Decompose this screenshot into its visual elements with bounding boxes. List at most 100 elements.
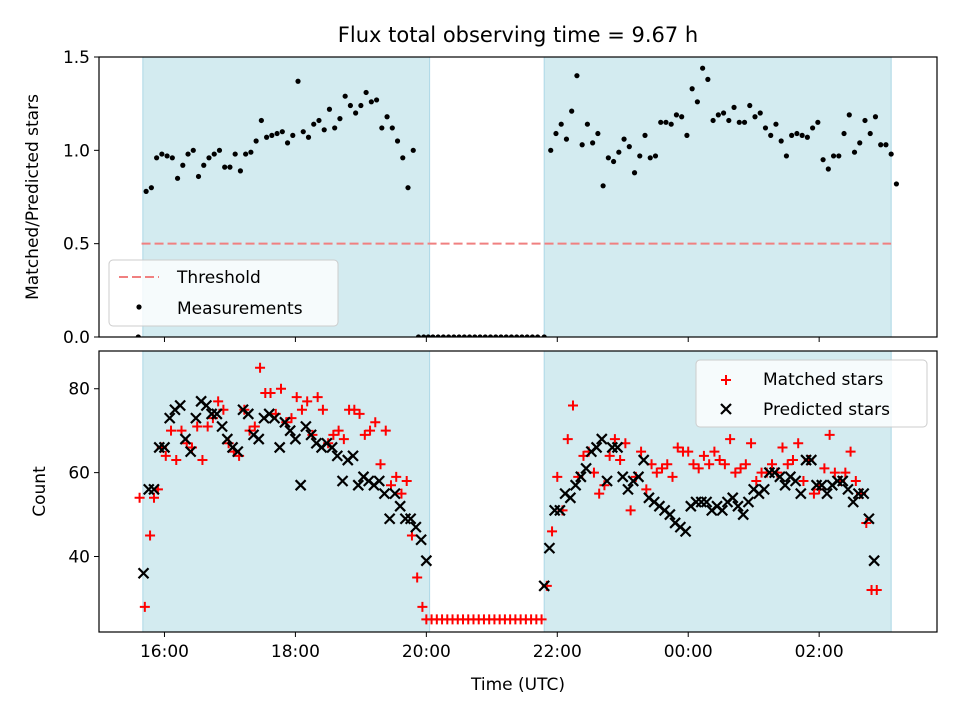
matched-star-point: [139, 601, 150, 612]
measurement-point: [211, 151, 217, 157]
matched-star-point: [302, 396, 313, 407]
measurement-point: [590, 140, 596, 146]
matched-star-point: [615, 455, 626, 466]
measurement-point: [342, 93, 348, 99]
matched-star-point: [380, 425, 391, 436]
matched-star-point: [850, 476, 861, 487]
predicted-star-point: [863, 512, 875, 525]
measurement-point: [148, 185, 154, 191]
panel-inner: [135, 57, 900, 337]
predicted-star-point: [352, 479, 365, 491]
matched-star-point: [547, 526, 558, 537]
measurement-point: [684, 132, 690, 138]
matched-star-point: [359, 429, 370, 440]
measurement-point: [169, 155, 175, 161]
matched-star-point: [740, 459, 751, 470]
legend-label-threshold: Threshold: [176, 268, 261, 288]
matched-star-point: [148, 492, 159, 503]
measurement-point: [477, 334, 483, 337]
matched-star-point: [567, 400, 578, 411]
matched-star-point: [609, 434, 620, 445]
measurement-point: [720, 110, 727, 116]
predicted-star-point: [716, 504, 729, 517]
predicted-star-point: [190, 412, 202, 424]
measurement-point: [373, 97, 380, 103]
matched-star-point: [641, 484, 652, 495]
matched-star-point: [808, 488, 819, 499]
measurement-point: [867, 130, 873, 137]
predicted-star-point: [279, 416, 291, 429]
measurement-point: [316, 117, 322, 124]
measurement-point: [595, 130, 601, 137]
measurement-point: [524, 334, 530, 337]
measurement-point: [621, 136, 627, 142]
series-dot: [135, 65, 900, 337]
measurement-point: [451, 334, 457, 337]
measurement-point: [274, 130, 280, 137]
predicted-star-point: [632, 471, 645, 483]
measurement-point: [514, 334, 520, 337]
measurement-point: [405, 185, 411, 191]
matched-star-point: [276, 383, 287, 394]
matched-star-point: [296, 404, 307, 415]
measurement-point: [642, 132, 648, 138]
measurement-point: [883, 142, 889, 148]
y-tick-label: 0.0: [63, 328, 90, 348]
predicted-star-point: [410, 521, 422, 533]
matched-star-point: [777, 442, 788, 453]
measurement-point: [700, 65, 706, 71]
measurement-point: [290, 132, 296, 138]
measurement-point: [584, 121, 590, 127]
matched-star-point: [145, 530, 156, 541]
measurement-point: [715, 112, 721, 118]
measurement-point: [400, 155, 406, 161]
measurement-point: [435, 334, 441, 337]
matched-star-point: [767, 459, 778, 470]
measurement-point: [143, 188, 149, 194]
predicted-star-point: [821, 487, 833, 500]
predicted-star-point: [564, 492, 577, 504]
predicted-star-point: [347, 450, 359, 462]
measurement-point: [647, 155, 653, 161]
measurement-point: [663, 119, 669, 125]
predicted-star-point: [554, 504, 566, 517]
predicted-star-point: [273, 441, 286, 454]
matched-star-point: [255, 362, 266, 373]
measurement-point: [461, 334, 467, 337]
legend-label-matched: Matched stars: [763, 370, 883, 390]
matched-star-point: [725, 434, 736, 445]
measurement-point: [472, 334, 478, 337]
predicted-star-point: [774, 471, 786, 483]
predicted-star-point: [242, 408, 255, 420]
predicted-star-point: [758, 483, 770, 496]
measurement-point: [548, 147, 554, 153]
measurement-point: [243, 151, 249, 157]
measurement-point: [747, 102, 753, 109]
predicted-star-point: [326, 441, 338, 454]
measurement-point: [569, 108, 575, 114]
measurement-point: [332, 125, 338, 131]
predicted-star-point: [378, 487, 391, 500]
matched-star-point: [714, 455, 725, 466]
measurement-point: [773, 121, 779, 127]
measurement-point: [389, 125, 395, 131]
measurement-point: [269, 132, 275, 138]
predicted-star-point: [569, 479, 582, 491]
measurement-point: [232, 151, 238, 157]
measurement-point: [279, 129, 285, 135]
predicted-star-point: [158, 441, 171, 454]
measurement-point: [190, 147, 196, 153]
predicted-star-point: [252, 433, 265, 445]
matched-star-point: [166, 425, 177, 436]
measurement-point: [694, 99, 700, 105]
measurement-point: [731, 104, 737, 110]
measurement-point: [185, 151, 191, 157]
predicted-star-point: [868, 554, 880, 567]
matched-star-point: [417, 601, 428, 612]
matched-star-point: [536, 614, 547, 625]
measurement-point: [164, 153, 170, 159]
predicted-star-point: [268, 412, 281, 424]
measurement-point: [768, 132, 774, 138]
measurement-point: [762, 125, 769, 131]
measurement-point: [574, 73, 580, 79]
